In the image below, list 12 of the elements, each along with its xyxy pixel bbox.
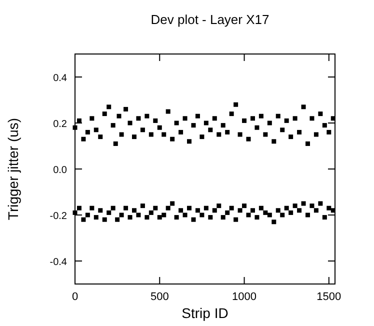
x-axis-title: Strip ID (182, 305, 228, 321)
x-tick-label: 500 (150, 291, 169, 303)
y-tick-label: -0.2 (50, 211, 68, 222)
x-tick-label: 1500 (316, 291, 342, 303)
y-tick-label: -0.4 (50, 257, 68, 268)
y-tick-label: 0.0 (53, 165, 68, 176)
y-axis-title: Trigger jitter (us) (5, 118, 21, 220)
y-tick-label: 0.2 (53, 119, 68, 130)
chart-title: Dev plot - Layer X17 (150, 12, 270, 27)
x-tick-label: 0 (72, 291, 78, 303)
x-tick-label: 1000 (232, 291, 257, 303)
y-tick-label: 0.4 (53, 73, 68, 84)
